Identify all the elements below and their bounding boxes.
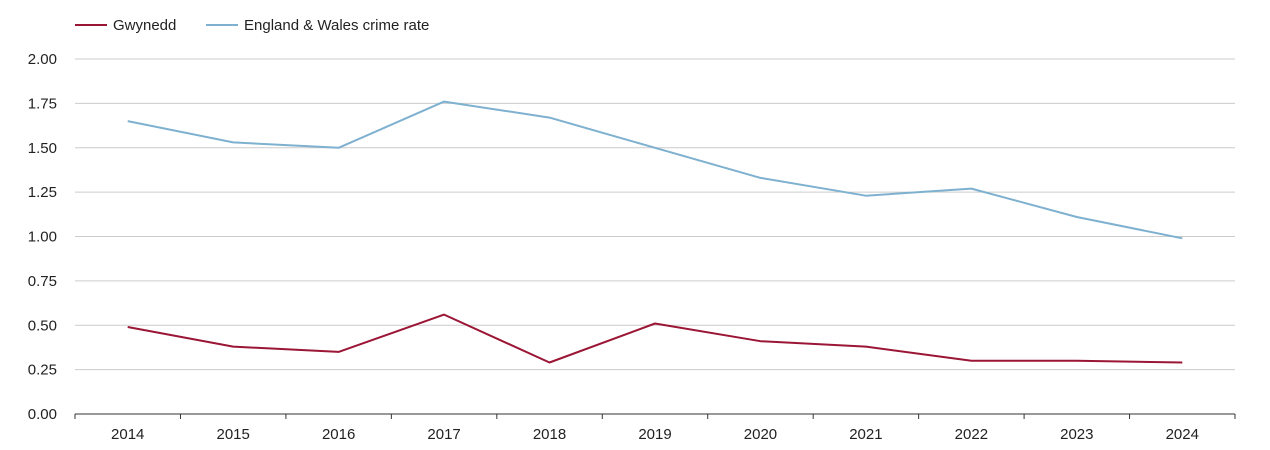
legend-label-gwynedd: Gwynedd [113, 17, 176, 34]
x-tick-label: 2023 [1060, 426, 1093, 443]
y-axis-tick-labels: 0.00 0.25 0.50 0.75 1.00 1.25 1.50 1.75 2.00 [28, 51, 57, 423]
y-tick-label: 1.00 [28, 229, 57, 246]
x-tick-label: 2022 [955, 426, 988, 443]
y-tick-label: 0.50 [28, 317, 57, 334]
legend: Gwynedd England & Wales crime rate [75, 17, 429, 34]
y-tick-label: 1.50 [28, 140, 57, 157]
x-tick-label: 2021 [849, 426, 882, 443]
y-tick-label: 1.75 [28, 95, 57, 112]
x-tick-label: 2016 [322, 426, 355, 443]
series-line-england-wales [127, 100, 1183, 240]
y-tick-label: 0.75 [28, 273, 57, 290]
y-tick-label: 0.25 [28, 362, 57, 379]
x-axis-tick-labels: 2014 2015 2016 2017 2018 2019 2020 2021 2022 2023… [111, 426, 1199, 443]
series-lines [127, 100, 1183, 364]
x-tick-label: 2018 [533, 426, 566, 443]
x-tick-label: 2019 [638, 426, 671, 443]
series-line-gwynedd [127, 313, 1183, 364]
y-tick-label: 2.00 [28, 51, 57, 68]
x-tick-label: 2014 [111, 426, 144, 443]
x-axis [74, 413, 1236, 419]
x-tick-label: 2024 [1166, 426, 1199, 443]
x-tick-label: 2020 [744, 426, 777, 443]
x-tick-label: 2017 [427, 426, 460, 443]
legend-label-england-wales: England & Wales crime rate [244, 17, 429, 34]
gridlines [75, 58, 1235, 371]
y-tick-label: 0.00 [28, 406, 57, 423]
x-tick-label: 2015 [216, 426, 249, 443]
y-tick-label: 1.25 [28, 184, 57, 201]
